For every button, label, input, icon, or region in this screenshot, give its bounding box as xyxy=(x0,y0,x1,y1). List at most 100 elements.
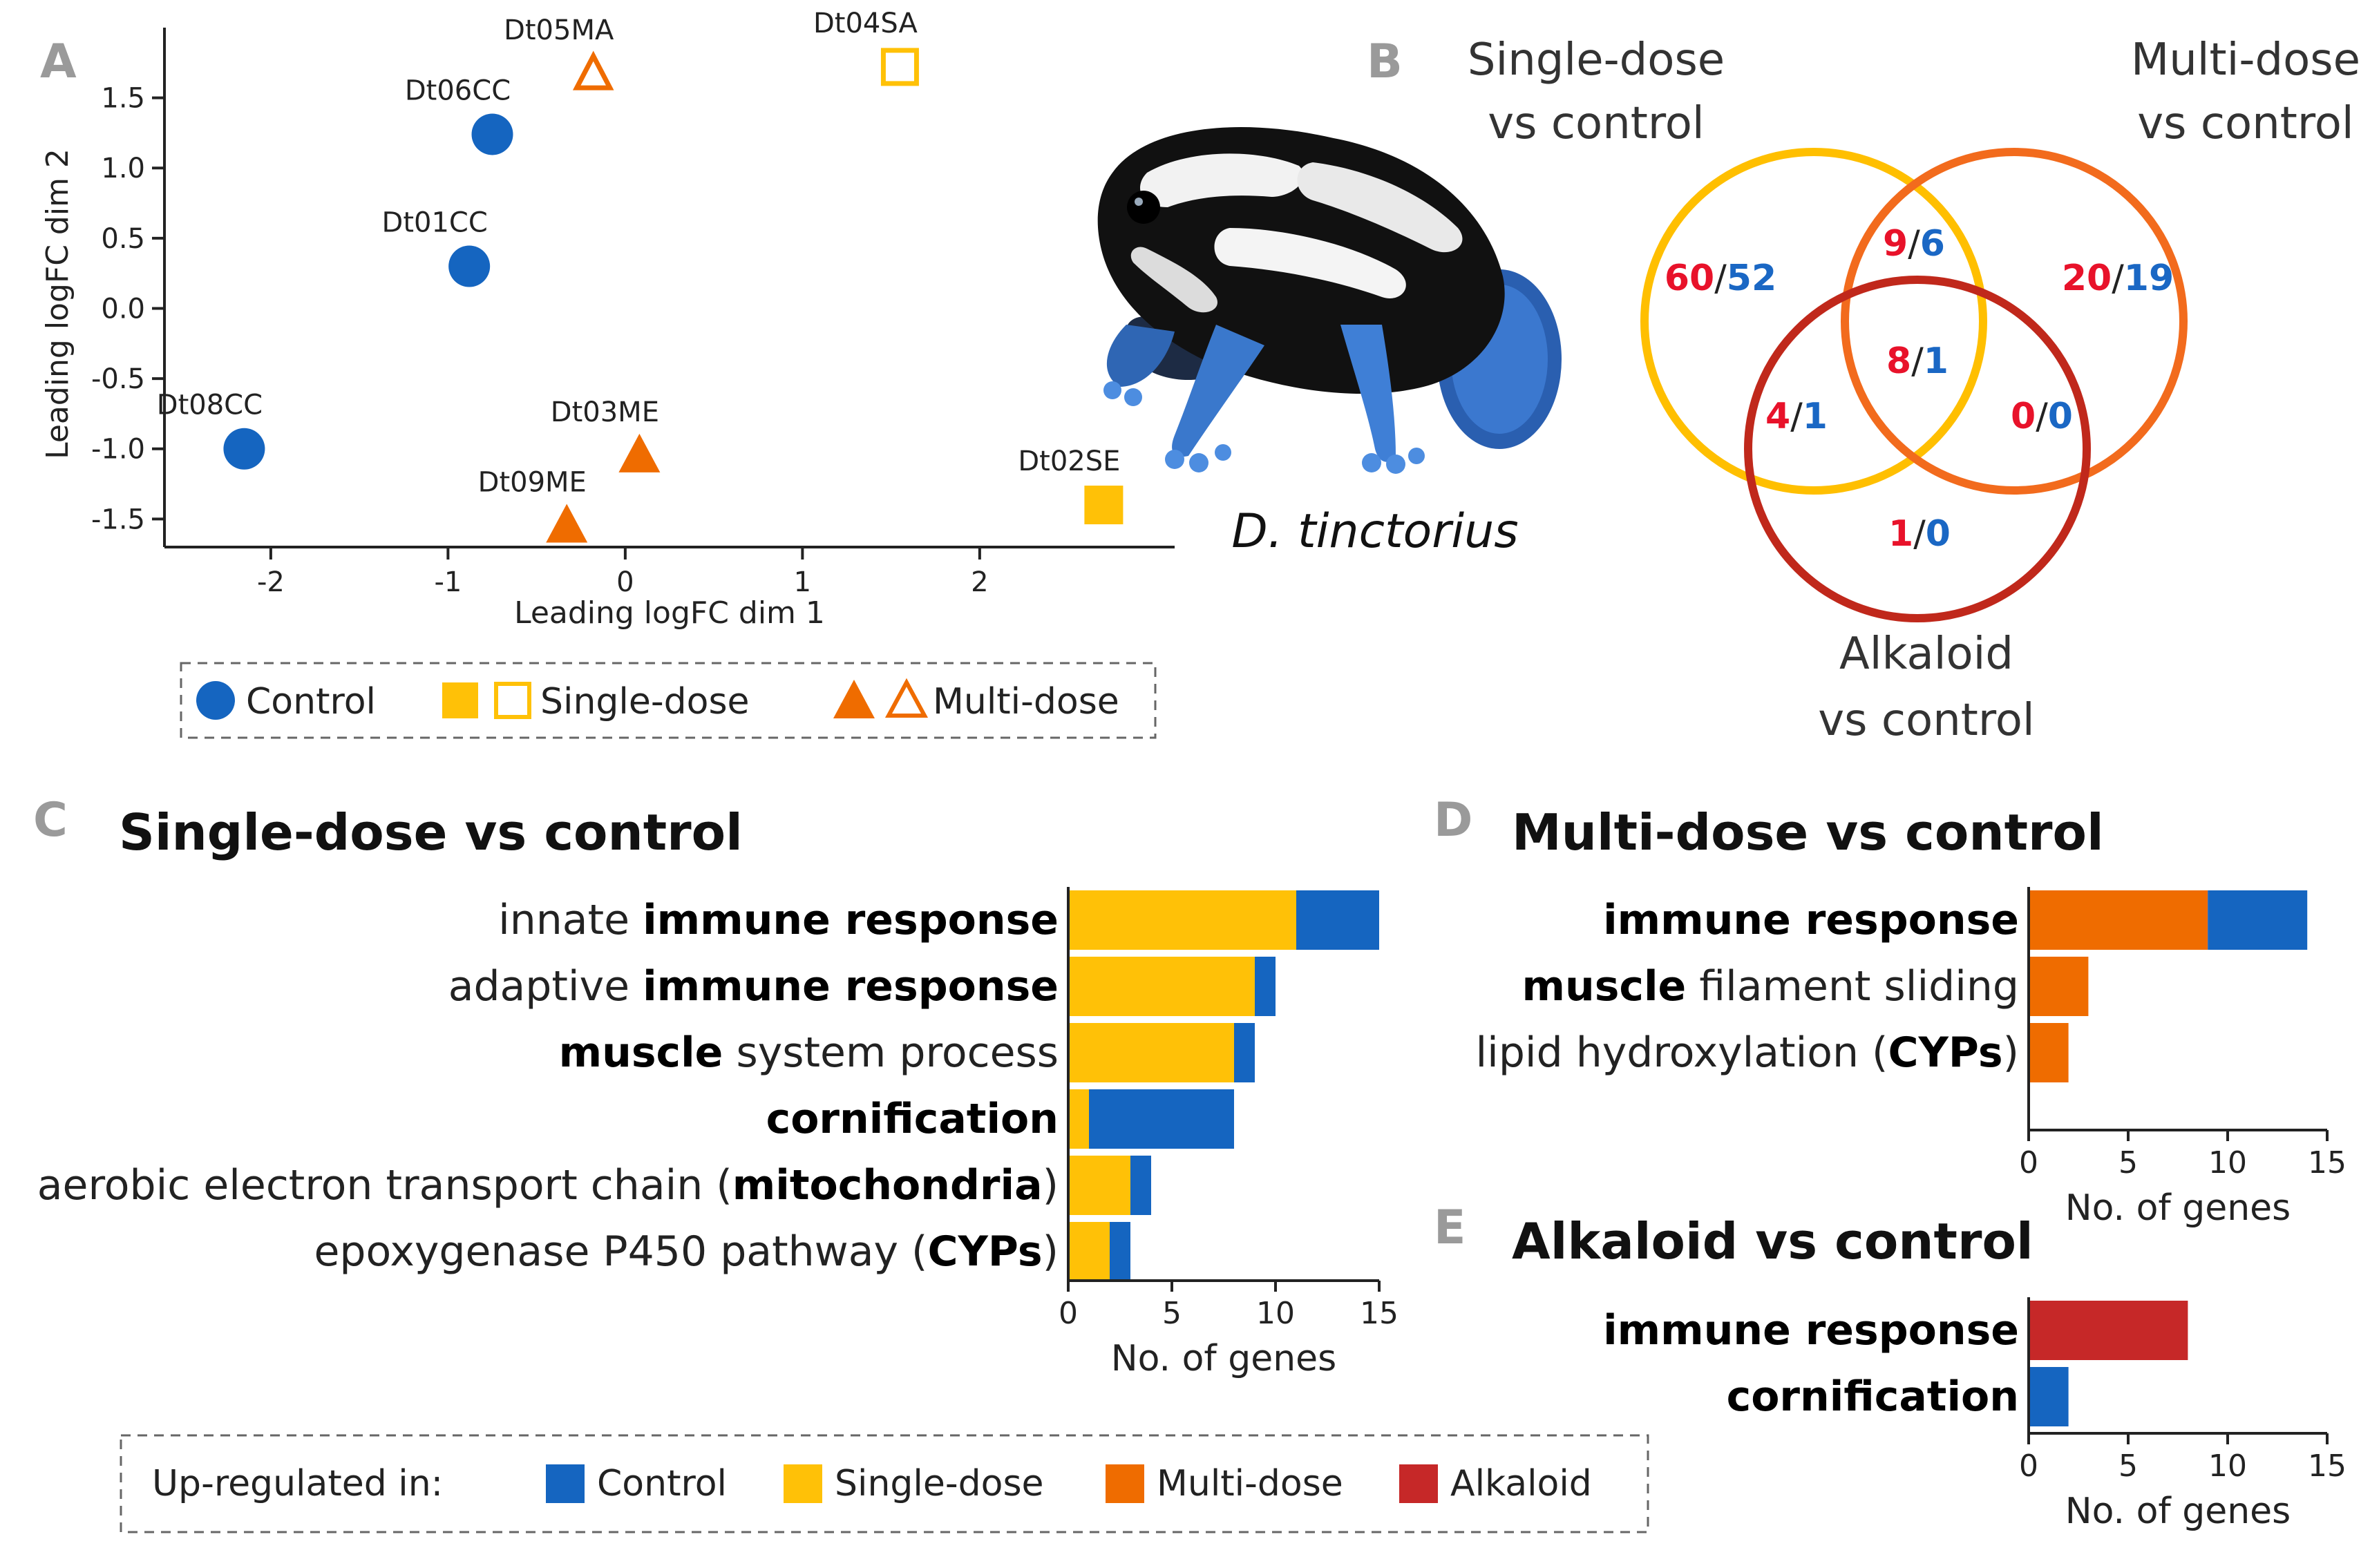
bar-chart-d: immune response muscle filament sliding li… xyxy=(1476,887,2347,1229)
venn-diagram: Single-dose vs control Multi-dose vs con… xyxy=(1468,35,2360,746)
bar-x-tick-label: 5 xyxy=(1162,1296,1182,1331)
bar-single xyxy=(1068,957,1255,1016)
legend-square-filled-icon xyxy=(442,682,478,718)
bar-multi xyxy=(2029,957,2089,1016)
category-label: cornification xyxy=(766,1095,1059,1143)
y-tick-label: 0.0 xyxy=(101,293,145,325)
panel-letter-d: D xyxy=(1434,793,1472,848)
y-tick-label: 0.5 xyxy=(101,223,145,255)
point-dt03me-label: Dt03ME xyxy=(551,396,659,428)
frog-toes xyxy=(1103,381,1425,474)
panel-c-title: Single-dose vs control xyxy=(119,803,743,861)
panel-e-title: Alkaloid vs control xyxy=(1512,1212,2034,1270)
bar-x-tick-label: 5 xyxy=(2118,1449,2138,1484)
frog-front-leg-left xyxy=(1172,325,1264,457)
bar-x-axis-title: No. of genes xyxy=(2065,1187,2291,1229)
point-dt08cc xyxy=(223,428,265,470)
legend-border xyxy=(180,662,1157,739)
bar-control xyxy=(1089,1089,1234,1149)
legend-label-control: Control xyxy=(597,1463,727,1504)
bar-multi xyxy=(2029,890,2208,950)
category-label: adaptive immune response xyxy=(448,962,1059,1011)
y-tick-label: -1.5 xyxy=(91,504,145,535)
venn-region-multi-alkaloid: 0/0 xyxy=(2011,396,2073,437)
legend-triangle-filled-icon xyxy=(833,680,875,718)
point-dt09me-label: Dt09ME xyxy=(478,467,587,499)
legend-swatch-control xyxy=(546,1464,585,1503)
bar-control xyxy=(1296,890,1379,950)
frog-band-4 xyxy=(1130,247,1217,313)
y-tick-label: 1.0 xyxy=(101,153,145,184)
bar-control xyxy=(1234,1023,1255,1082)
frog-front-leg-right xyxy=(1340,325,1396,462)
upregulated-legend: Up-regulated in: Control Single-dose Multi… xyxy=(120,1434,1649,1533)
bar-x-tick-label: 0 xyxy=(1059,1296,1078,1331)
bar-x-axis-title: No. of genes xyxy=(2065,1491,2291,1532)
panel-d-title: Multi-dose vs control xyxy=(1512,803,2104,861)
point-dt05ma-label: Dt05MA xyxy=(504,15,614,46)
bar-x-tick-label: 10 xyxy=(1256,1296,1295,1331)
bar-control xyxy=(1130,1156,1151,1215)
venn-title-single-line1: Single-dose xyxy=(1468,35,1725,86)
bar-control xyxy=(2208,890,2308,950)
x-tick-label: 1 xyxy=(794,566,811,598)
frog-band-1 xyxy=(1140,153,1304,207)
x-tick-label: 2 xyxy=(971,566,988,598)
point-dt08cc-label: Dt08CC xyxy=(157,390,263,421)
category-label: muscle filament sliding xyxy=(1521,962,2019,1011)
bar-x-tick-label: 10 xyxy=(2208,1449,2247,1484)
venn-title-multi-line2: vs control xyxy=(2137,98,2353,149)
category-label: muscle system process xyxy=(559,1029,1059,1077)
category-label: aerobic electron transport chain (mitoch… xyxy=(37,1161,1059,1210)
point-dt02se-label: Dt02SE xyxy=(1018,446,1120,477)
scatter-plot-a: -2 -1 0 1 2 -1.5 -1.0 -0.5 0.0 0.5 1.0 1.5 Dt05MA D… xyxy=(40,8,1175,631)
bar-x-tick-label: 10 xyxy=(2208,1145,2247,1180)
venn-title-single-line2: vs control xyxy=(1488,98,1704,149)
x-tick-label: -2 xyxy=(257,566,285,598)
venn-title-alkaloid-line1: Alkaloid xyxy=(1839,629,2013,680)
legend-control-label: Control xyxy=(246,681,376,723)
point-dt04sa xyxy=(880,48,919,86)
y-axis-title: Leading logFC dim 2 xyxy=(40,149,75,459)
bar-x-tick-label: 5 xyxy=(2118,1145,2138,1180)
category-label: lipid hydroxylation (CYPs) xyxy=(1476,1029,2020,1077)
bar-x-tick-label: 15 xyxy=(1360,1296,1399,1331)
bar-single xyxy=(1068,1222,1110,1281)
venn-title-alkaloid-line2: vs control xyxy=(1818,695,2034,746)
legend-up-title: Up-regulated in: xyxy=(152,1463,443,1504)
y-tick-label: 1.5 xyxy=(101,83,145,115)
species-label: D. tinctorius xyxy=(1231,504,1518,559)
venn-region-single-only: 60/52 xyxy=(1665,258,1776,299)
venn-circle-single xyxy=(1640,148,1987,495)
point-dt06cc-label: Dt06CC xyxy=(405,75,511,106)
point-dt05ma xyxy=(572,50,614,90)
bar-single xyxy=(1068,1089,1089,1149)
legend-single-label: Single-dose xyxy=(540,681,750,723)
point-dt02se xyxy=(1084,486,1124,525)
point-dt09me xyxy=(546,504,588,543)
category-label: immune response xyxy=(1603,896,2019,944)
category-label: immune response xyxy=(1603,1306,2019,1355)
legend-multi-label: Multi-dose xyxy=(933,681,1119,723)
legend-label-alkaloid: Alkaloid xyxy=(1450,1463,1592,1504)
scatter-legend: Control Single-dose Multi-dose xyxy=(180,662,1157,739)
bar-x-tick-label: 0 xyxy=(2019,1449,2038,1484)
bar-control xyxy=(1255,957,1276,1016)
legend-triangle-open-icon xyxy=(884,678,929,718)
bar-single xyxy=(1068,1156,1130,1215)
y-tick-label: -1.0 xyxy=(91,434,145,466)
bar-x-tick-label: 0 xyxy=(2019,1145,2038,1180)
legend-swatch-multi xyxy=(1106,1464,1144,1503)
frog-hind-foot xyxy=(1106,325,1175,387)
bar-control xyxy=(2029,1367,2069,1426)
y-tick-label: -0.5 xyxy=(91,363,145,395)
panel-letter-e: E xyxy=(1434,1201,1466,1255)
point-dt01cc-label: Dt01CC xyxy=(382,207,488,239)
venn-region-multi-only: 20/19 xyxy=(2062,258,2174,299)
point-dt06cc xyxy=(471,113,513,155)
category-label: epoxygenase P450 pathway (CYPs) xyxy=(314,1227,1059,1276)
venn-region-single-alkaloid: 4/1 xyxy=(1765,396,1828,437)
venn-circle-multi xyxy=(1841,148,2188,495)
